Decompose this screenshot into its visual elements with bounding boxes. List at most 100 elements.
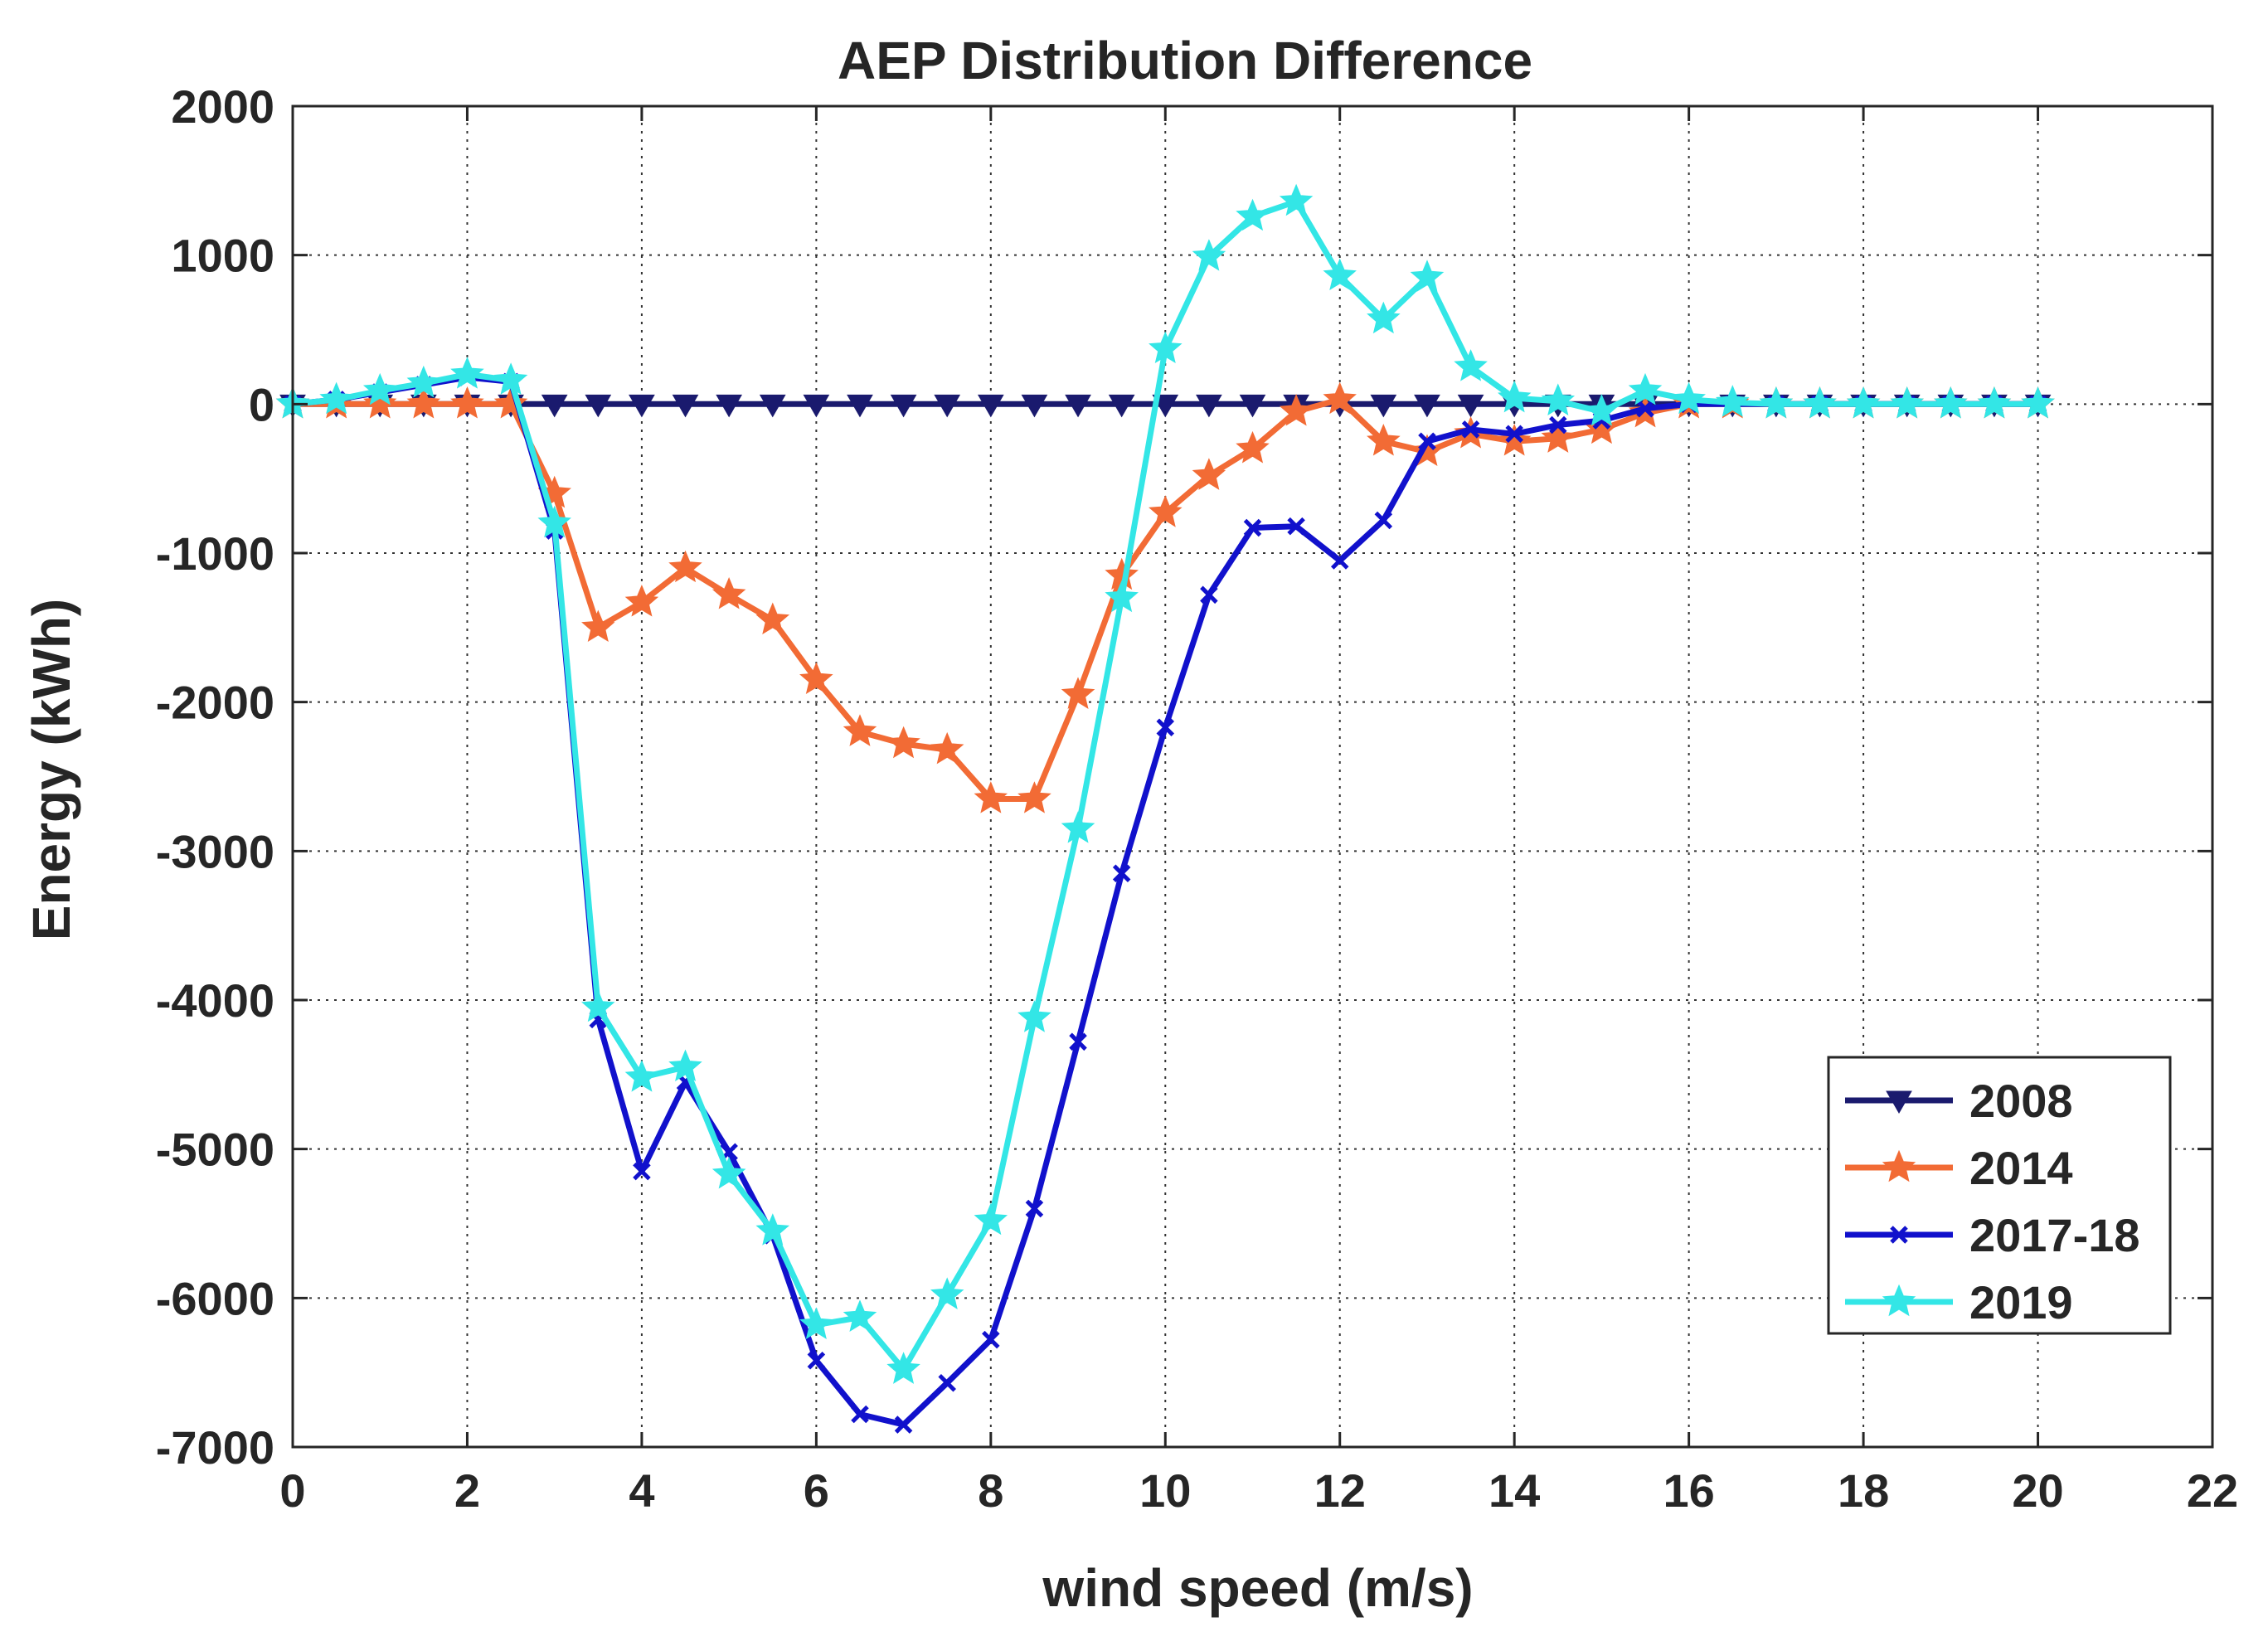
data-point-2014 [930,731,964,765]
y-axis-label: Energy (kWh) [22,599,81,940]
data-point-2019 [1585,394,1619,426]
data-point-2008 [1021,394,1048,418]
data-point-2014 [1279,394,1314,426]
data-point-2014 [406,386,441,419]
y-tick-label: 2000 [171,80,274,133]
data-point-2017-18 [851,1405,869,1424]
data-point-2017-18 [633,1162,651,1181]
data-point-2008 [1196,394,1222,418]
chart-title: AEP Distribution Difference [838,31,1532,90]
data-point-2019 [1715,385,1750,417]
data-point-2017-18 [894,1415,913,1434]
data-point-2019 [886,1352,920,1384]
legend-marker [1886,1090,1912,1114]
y-tick-label: -4000 [156,974,274,1027]
data-point-2014 [1149,495,1183,527]
data-point-2017-18 [1505,425,1523,444]
data-point-2008 [585,394,612,418]
data-point-2019 [1846,386,1881,419]
plot-frame [291,104,2214,1449]
data-point-2019 [1105,580,1139,613]
data-point-2014 [799,662,833,694]
data-point-2017-18 [1374,511,1393,530]
data-point-2017-18 [1025,1199,1044,1218]
data-point-2019 [1890,386,1924,419]
data-point-2008 [934,394,961,418]
data-point-2014 [1061,677,1095,709]
x-tick-label: 14 [1489,1464,1540,1517]
data-point-2019 [1017,1000,1051,1032]
legend: 2008 2014 2017-18 2019 [1827,1056,2172,1335]
data-point-2019 [668,1049,702,1082]
data-point-2008 [1108,394,1135,418]
data-point-2019 [1410,260,1445,292]
data-point-2017-18 [1461,420,1480,439]
data-point-2014 [1192,458,1226,490]
data-point-2017-18 [1330,551,1349,570]
data-point-2019 [1454,349,1488,381]
data-point-2019 [1977,386,2012,419]
data-point-2014 [755,602,790,635]
data-point-2017-18 [807,1352,826,1370]
data-point-2008 [1414,394,1440,418]
data-point-2019 [450,357,484,389]
data-point-2008 [1239,394,1266,418]
x-tick-label: 18 [1838,1464,1889,1517]
data-point-2019 [319,381,353,415]
legend-marker [1890,1226,1908,1244]
data-point-2014 [624,585,659,617]
data-point-2019 [799,1307,833,1339]
x-tick-label: 22 [2187,1464,2238,1517]
x-tick-label: 8 [978,1464,1003,1517]
data-point-2008 [1065,394,1091,418]
data-point-2008 [629,394,655,418]
data-point-2014 [450,386,484,419]
legend-item: 2017-18 [1845,1209,2140,1261]
legend-label: 2014 [1969,1142,2073,1194]
data-point-2008 [672,394,699,418]
data-point-2019 [1149,331,1183,364]
data-point-2019 [1803,386,1837,419]
data-point-2008 [803,394,830,418]
data-point-2014 [1541,420,1576,453]
data-point-2019 [493,362,528,395]
data-point-2008 [716,394,743,418]
data-point-2014 [668,550,702,583]
data-point-2019 [1367,301,1401,334]
axis-ticks: 0 2 4 6 8 10 12 14 16 18 20 22 2000 1000 0 -1000 -2000 -3… [156,80,2238,1517]
data-point-2014 [1497,424,1532,456]
data-point-2008 [1457,394,1484,418]
data-point-2019 [581,989,615,1022]
data-point-2019 [1061,811,1095,843]
y-tick-label: -1000 [156,527,274,580]
y-tick-label: 1000 [171,230,274,282]
legend-marker [1882,1284,1916,1317]
legend-item: 2014 [1845,1142,2073,1194]
data-point-2017-18 [1112,864,1131,883]
data-point-2017-18 [1069,1032,1087,1051]
y-tick-label: 0 [249,378,274,430]
data-point-2014 [711,577,746,609]
data-point-2014 [1017,781,1051,813]
data-point-2017-18 [1549,415,1567,435]
data-point-2019 [930,1277,964,1309]
data-point-2008 [759,394,786,418]
data-point-2014 [974,781,1008,813]
data-point-2019 [1236,198,1270,231]
data-point-2014 [1367,423,1401,456]
data-point-2014 [886,726,920,759]
y-tick-label: -6000 [156,1272,274,1324]
y-tick-label: -3000 [156,825,274,877]
data-point-2017-18 [1200,585,1218,605]
x-tick-label: 12 [1314,1464,1366,1517]
legend-item: 2008 [1845,1075,2073,1127]
data-point-2017-18 [1287,517,1305,536]
data-point-2019 [711,1156,746,1189]
data-point-2019 [1628,372,1663,405]
x-tick-label: 10 [1139,1464,1191,1517]
data-point-2019 [2021,386,2055,419]
data-point-2019 [624,1060,659,1092]
data-point-2008 [977,394,1004,418]
